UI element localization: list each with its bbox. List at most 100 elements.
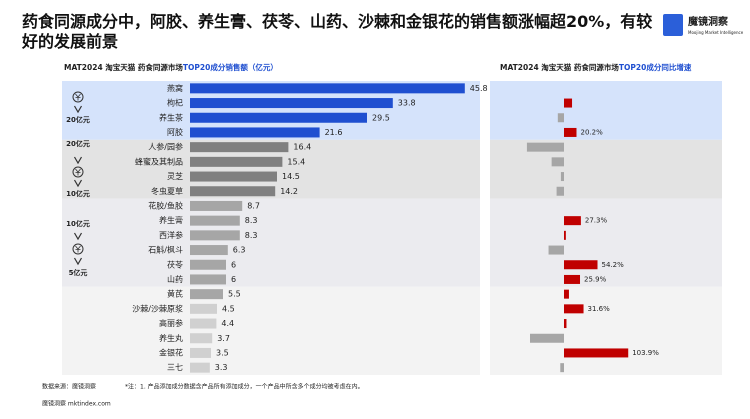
band xyxy=(62,286,480,375)
yuan-icon xyxy=(75,93,81,101)
bar xyxy=(564,348,629,358)
category-label: 花胶/鱼胶 xyxy=(148,200,183,210)
category-label: 石斛/枫斗 xyxy=(148,245,183,255)
value-label: 14.5 xyxy=(282,172,300,181)
value-label: 3.7 xyxy=(217,334,230,343)
tier-label: 10亿元 xyxy=(66,219,90,228)
value-label: 29.5 xyxy=(372,113,390,122)
category-label: 黄芪 xyxy=(167,289,183,299)
value-label: 15.4 xyxy=(287,157,305,166)
page-title: 药食同源成分中，阿胶、养生膏、茯苓、山药、沙棘和金银花的销售额涨幅超20%，有较… xyxy=(22,12,653,51)
tier-label: 5亿元 xyxy=(69,268,88,277)
bar xyxy=(564,98,573,108)
bar xyxy=(190,186,276,197)
value-label: 4.4 xyxy=(221,319,234,328)
bar xyxy=(564,230,566,240)
value-label: 45.8 xyxy=(470,84,488,93)
value-label: 21.6 xyxy=(325,128,343,137)
panel-title-prefix: MAT2024 淘宝天猫 药食同源市场 xyxy=(64,62,183,72)
panel-title-highlight: TOP20成分同比增速 xyxy=(619,62,692,72)
bar xyxy=(564,319,567,329)
yuan-icon xyxy=(72,243,84,255)
category-label: 三七 xyxy=(167,363,183,372)
category-label: 枸杞 xyxy=(167,98,183,108)
arrow-icon xyxy=(73,257,83,266)
arrow-icon xyxy=(73,105,83,114)
bar xyxy=(190,98,393,109)
value-label: 3.5 xyxy=(216,348,229,357)
bar xyxy=(190,230,240,241)
value-label: 16.4 xyxy=(293,143,311,152)
panel-title: MAT2024 淘宝天猫 药食同源市场TOP20成分销售额（亿元） xyxy=(64,62,278,72)
value-label: 8.3 xyxy=(245,231,258,240)
bar xyxy=(557,113,564,123)
band xyxy=(490,198,722,287)
bar xyxy=(190,289,223,300)
category-label: 阿胶 xyxy=(167,127,183,137)
bar xyxy=(190,318,217,329)
value-label: 3.3 xyxy=(215,363,228,372)
category-label: 人参/园参 xyxy=(148,142,183,152)
value-label: 8.7 xyxy=(247,201,260,210)
yuan-icon xyxy=(72,91,84,103)
value-label: 4.5 xyxy=(222,304,235,313)
bar xyxy=(190,215,240,226)
bar xyxy=(564,289,569,299)
tier-label: 10亿元 xyxy=(66,189,90,198)
watermark: 魔镜洞察 mktindex.com xyxy=(42,400,111,408)
bar xyxy=(190,333,213,344)
note: *注：1. 产品添加成分数据含产品所有添加成分，一个产品中所含多个成分均被考虑在… xyxy=(125,383,364,391)
value-label: 33.8 xyxy=(398,99,416,108)
logo-subtitle: Moojing Market Intelligence xyxy=(688,30,744,35)
arrow-icon xyxy=(73,232,83,241)
value-label: 54.2% xyxy=(602,261,625,269)
value-label: 14.2 xyxy=(280,187,298,196)
value-label: 5.5 xyxy=(228,290,241,299)
category-label: 西洋参 xyxy=(159,230,183,240)
bar xyxy=(190,83,465,94)
source: 数据来源：魔镜洞察 xyxy=(42,383,96,391)
category-label: 灵芝 xyxy=(167,171,183,181)
category-label: 蜂蜜及其制品 xyxy=(135,156,183,166)
bar xyxy=(548,245,564,255)
band xyxy=(62,198,480,287)
yuan-icon xyxy=(72,166,84,178)
category-label: 沙棘/沙棘原浆 xyxy=(132,303,183,313)
bar xyxy=(190,259,226,270)
bar xyxy=(551,157,564,167)
bar xyxy=(564,216,581,226)
band xyxy=(490,139,722,199)
yuan-icon xyxy=(75,168,81,176)
bar xyxy=(564,274,581,284)
value-label: 8.3 xyxy=(245,216,258,225)
bar xyxy=(190,171,277,182)
bar xyxy=(190,127,320,138)
bar xyxy=(564,127,577,137)
bar xyxy=(564,260,598,270)
value-label: 27.3% xyxy=(585,217,608,225)
category-label: 高丽参 xyxy=(159,318,183,328)
bar xyxy=(560,363,564,373)
value-label: 6.3 xyxy=(233,246,246,255)
category-label: 燕窝 xyxy=(167,83,183,93)
category-label: 茯苓 xyxy=(167,259,183,269)
bar xyxy=(190,142,289,153)
yuan-icon xyxy=(75,245,81,253)
panel-title-prefix: MAT2024 淘宝天猫 药食同源市场 xyxy=(500,62,619,72)
band xyxy=(490,81,722,140)
bar xyxy=(190,362,210,373)
bar xyxy=(190,112,367,123)
bar xyxy=(526,142,564,152)
bar xyxy=(530,333,564,343)
category-label: 山药 xyxy=(167,274,183,284)
value-label: 103.9% xyxy=(632,349,659,357)
logo-name: 魔镜洞察 xyxy=(688,15,729,28)
bar xyxy=(560,172,564,182)
value-label: 31.6% xyxy=(588,305,611,313)
arrow-icon xyxy=(73,156,83,165)
bar xyxy=(190,303,217,314)
panel-title-highlight: TOP20成分销售额（亿元） xyxy=(183,62,278,72)
bar xyxy=(556,186,564,196)
